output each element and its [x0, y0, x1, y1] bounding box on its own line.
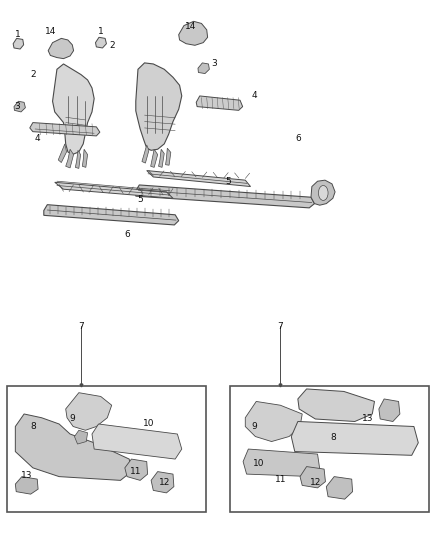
Text: 14: 14: [45, 28, 56, 36]
Ellipse shape: [318, 185, 328, 200]
Polygon shape: [44, 205, 179, 225]
Text: 7: 7: [78, 322, 84, 330]
Text: 9: 9: [251, 422, 257, 431]
Text: 8: 8: [330, 433, 336, 441]
Polygon shape: [95, 37, 106, 48]
Polygon shape: [66, 149, 74, 168]
Polygon shape: [179, 21, 208, 45]
Polygon shape: [196, 96, 243, 110]
Polygon shape: [55, 182, 173, 198]
Text: 6: 6: [295, 134, 301, 143]
Text: 1: 1: [14, 30, 21, 39]
Text: 5: 5: [137, 196, 143, 204]
Text: 5: 5: [225, 177, 231, 185]
Polygon shape: [142, 145, 149, 163]
Ellipse shape: [185, 27, 202, 39]
Text: 4: 4: [251, 92, 257, 100]
Polygon shape: [379, 399, 400, 422]
Polygon shape: [311, 180, 335, 205]
Polygon shape: [13, 38, 24, 49]
Text: 14: 14: [185, 22, 196, 31]
Polygon shape: [53, 64, 94, 155]
Polygon shape: [136, 63, 182, 150]
Text: 2: 2: [30, 70, 35, 79]
Polygon shape: [245, 401, 302, 441]
Polygon shape: [198, 63, 209, 74]
Polygon shape: [326, 477, 353, 499]
Polygon shape: [298, 389, 374, 422]
Polygon shape: [147, 171, 251, 187]
Text: 10: 10: [253, 459, 264, 468]
Text: 8: 8: [30, 422, 36, 431]
Polygon shape: [291, 422, 418, 455]
Text: 12: 12: [310, 478, 321, 487]
Polygon shape: [66, 393, 112, 430]
Text: 12: 12: [159, 478, 170, 487]
Polygon shape: [166, 148, 171, 165]
Text: 13: 13: [21, 471, 32, 480]
Text: 6: 6: [124, 230, 130, 239]
Polygon shape: [300, 466, 325, 488]
Bar: [7, 386, 206, 512]
Polygon shape: [30, 123, 100, 136]
Polygon shape: [136, 185, 314, 208]
Polygon shape: [14, 101, 25, 112]
Text: 10: 10: [143, 419, 155, 428]
Polygon shape: [74, 430, 88, 444]
Text: 1: 1: [98, 28, 104, 36]
Text: 4: 4: [35, 134, 40, 143]
Text: 7: 7: [277, 322, 283, 330]
Polygon shape: [58, 144, 67, 163]
Text: 2: 2: [109, 41, 114, 50]
Text: 3: 3: [212, 60, 218, 68]
Text: 3: 3: [14, 102, 21, 111]
Polygon shape: [15, 414, 131, 480]
Text: 9: 9: [69, 414, 75, 423]
Polygon shape: [82, 149, 88, 167]
Polygon shape: [159, 149, 164, 167]
Polygon shape: [243, 449, 320, 477]
Polygon shape: [15, 477, 38, 494]
Polygon shape: [48, 38, 74, 59]
Polygon shape: [125, 459, 148, 480]
Text: 11: 11: [130, 467, 141, 476]
Polygon shape: [75, 150, 81, 168]
Polygon shape: [92, 424, 182, 459]
Polygon shape: [151, 149, 158, 167]
Text: 11: 11: [275, 475, 286, 484]
Ellipse shape: [55, 44, 68, 54]
Bar: [230, 386, 429, 512]
Text: 13: 13: [362, 414, 374, 423]
Polygon shape: [151, 472, 174, 493]
